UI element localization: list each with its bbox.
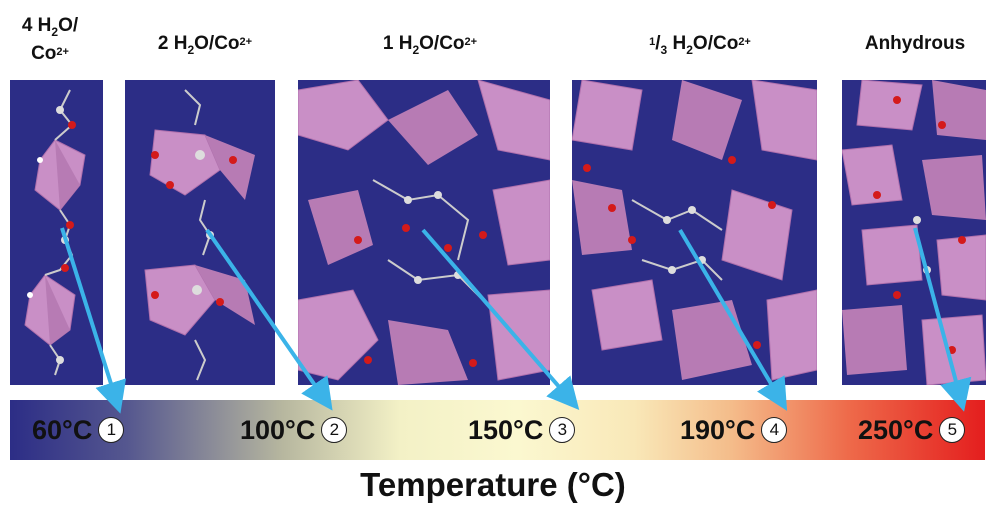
temp-value: 150°C <box>468 414 544 445</box>
structure-image-1 <box>24 89 86 376</box>
structure-panel-1 <box>10 80 103 385</box>
structure-panel-4 <box>572 80 817 385</box>
label-4-water: 4 H2O/ Co2+ <box>21 15 79 64</box>
axis-title: Temperature (°C) <box>360 466 626 503</box>
structure-image-4 <box>572 80 817 381</box>
step-marker: 1 <box>98 417 125 443</box>
step-marker: 5 <box>939 417 966 443</box>
temp-value: 250°C <box>858 414 934 445</box>
arrow-1 <box>60 227 127 414</box>
step-marker: 2 <box>321 417 348 443</box>
structure-panel-2 <box>125 80 275 385</box>
label-anhydrous: Anhydrous <box>864 33 966 54</box>
arrow-4 <box>678 228 788 411</box>
arrow-3 <box>421 228 580 411</box>
label-third-water: 1/3 H2O/Co2+ <box>649 33 751 57</box>
arrow-2 <box>205 228 333 411</box>
temperature-gradient-bar <box>10 400 985 460</box>
structure-image-2 <box>144 89 255 381</box>
temp-250: 250°C 5 <box>858 400 966 460</box>
temp-value: 100°C <box>240 414 316 445</box>
temp-60: 60°C 1 <box>32 400 125 460</box>
structure-image-5 <box>842 80 986 385</box>
temp-150: 150°C 3 <box>468 400 576 460</box>
temp-value: 60°C <box>32 414 93 445</box>
structure-panel-5 <box>842 80 986 385</box>
step-marker: 3 <box>549 417 576 443</box>
label-2-water: 2 H2O/Co2+ <box>157 33 253 57</box>
temp-value: 190°C <box>680 414 756 445</box>
temp-190: 190°C 4 <box>680 400 788 460</box>
label-1-water: 1 H2O/Co2+ <box>382 33 478 57</box>
structure-image-3 <box>298 80 550 385</box>
arrow-5 <box>913 227 972 412</box>
temp-100: 100°C 2 <box>240 400 348 460</box>
step-marker: 4 <box>761 417 788 443</box>
